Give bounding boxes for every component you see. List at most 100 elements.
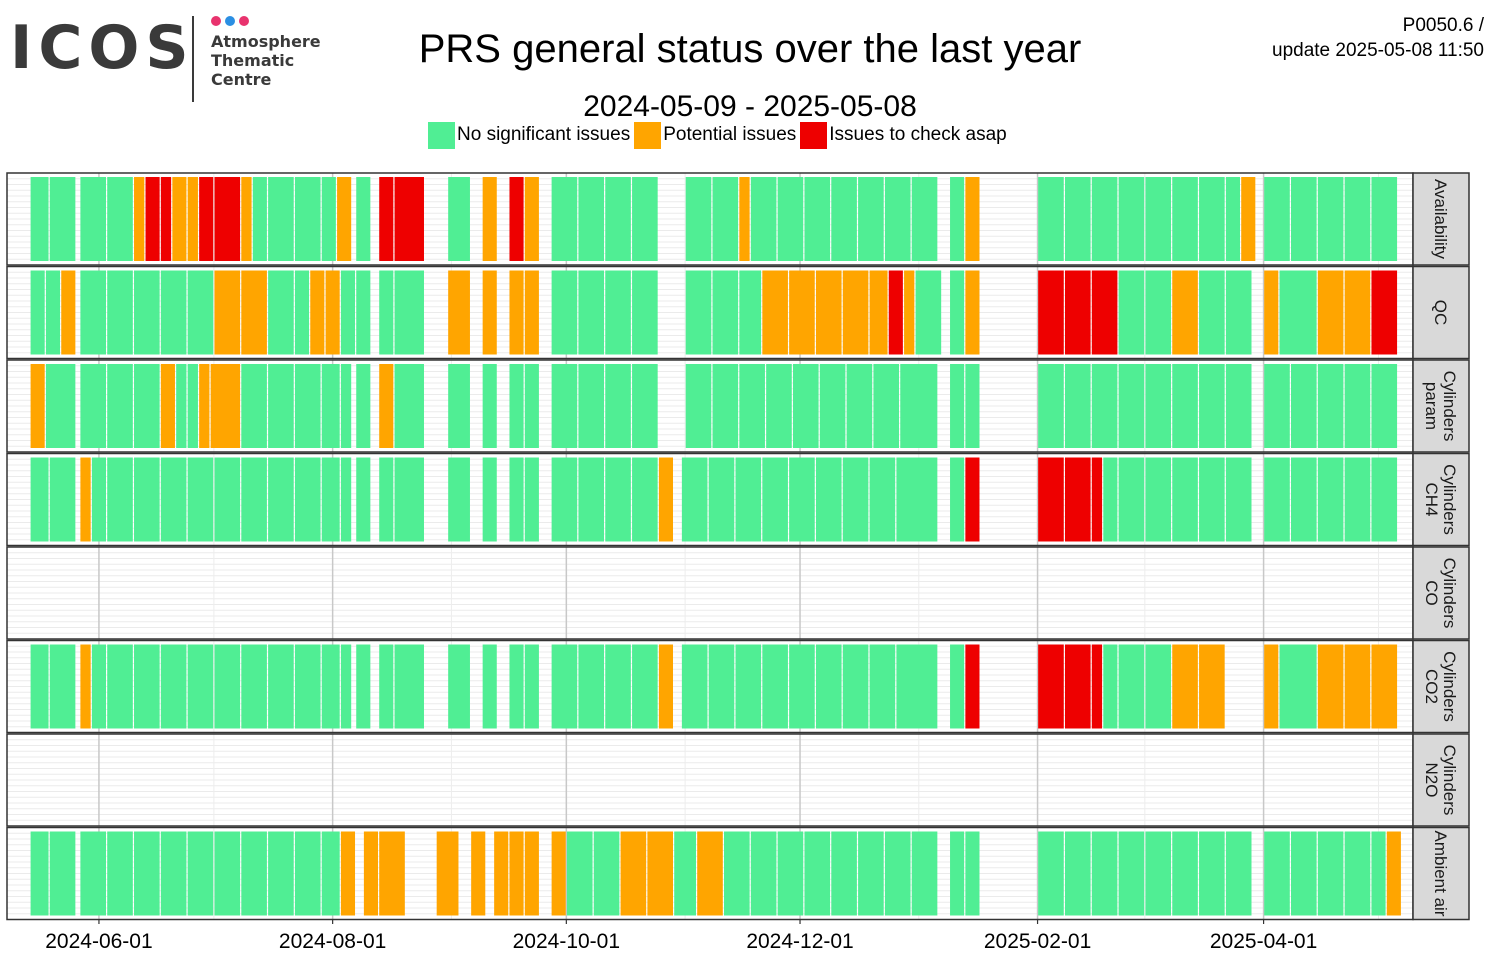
status-bar [482, 364, 497, 448]
status-bar [30, 644, 49, 729]
status-bar [965, 270, 980, 355]
status-bar [605, 270, 631, 355]
status-bar [172, 177, 187, 261]
status-bar [294, 270, 310, 355]
status-bar [394, 177, 424, 261]
status-bar [30, 364, 45, 448]
status-bar [321, 457, 340, 542]
status-bar [241, 177, 252, 261]
facet-strip [1412, 639, 1470, 734]
facet-label-line: Availability [1431, 179, 1450, 260]
status-bar [1371, 457, 1398, 542]
facet-label: Availability [1431, 179, 1450, 260]
logo-dot [211, 16, 221, 26]
status-bar [134, 364, 160, 448]
status-bar [1091, 364, 1118, 448]
status-bar [1264, 457, 1290, 542]
status-bar [1291, 177, 1317, 261]
status-bar [1317, 177, 1344, 261]
status-bar [294, 457, 321, 542]
status-bar [965, 457, 980, 542]
status-bar [448, 270, 470, 355]
status-bar [107, 270, 133, 355]
status-bar [1264, 831, 1290, 916]
status-bar [762, 644, 788, 729]
status-bar [340, 831, 356, 916]
status-bar [482, 177, 497, 261]
status-bar [842, 644, 869, 729]
status-bar [30, 831, 49, 916]
status-bar [632, 457, 658, 542]
status-bar [1317, 270, 1344, 355]
status-bar [551, 270, 578, 355]
status-bar [1371, 270, 1398, 355]
status-bar [80, 364, 107, 448]
status-bar [160, 270, 187, 355]
status-bar [91, 457, 107, 542]
status-bar [712, 270, 739, 355]
status-bar [1279, 644, 1317, 729]
status-bar [482, 644, 497, 729]
status-bar [268, 457, 294, 542]
status-bar [869, 644, 896, 729]
status-bar [777, 831, 804, 916]
status-bar [379, 177, 394, 261]
status-bar [1172, 457, 1198, 542]
status-bar [1344, 457, 1371, 542]
status-bar [681, 457, 708, 542]
status-bar [509, 644, 524, 729]
status-bar [605, 177, 631, 261]
status-bar [1145, 364, 1172, 448]
status-bar [509, 177, 524, 261]
status-bar [241, 831, 267, 916]
status-bar [134, 644, 160, 729]
logo-sub-line: Centre [211, 70, 272, 89]
status-bar [1064, 364, 1091, 448]
status-bar [869, 270, 888, 355]
status-bar [858, 177, 884, 261]
status-bar [379, 270, 394, 355]
status-bar [965, 644, 980, 729]
status-bar [80, 270, 107, 355]
status-bar [91, 644, 107, 729]
status-bar [950, 270, 965, 355]
status-bar [107, 831, 133, 916]
status-bar [321, 831, 340, 916]
status-bar [268, 364, 294, 448]
status-bar [950, 457, 965, 542]
status-bar [187, 364, 198, 448]
status-bar [448, 364, 470, 448]
logo-divider [192, 16, 194, 102]
status-bar [1279, 270, 1317, 355]
status-bar [708, 644, 735, 729]
status-bar [214, 644, 241, 729]
status-bar [551, 177, 578, 261]
status-bar [685, 364, 712, 448]
status-bar [1344, 644, 1371, 729]
status-bar [214, 270, 241, 355]
status-bar [965, 177, 980, 261]
status-bar [578, 364, 605, 448]
status-bar [252, 177, 267, 261]
status-bar [685, 270, 712, 355]
status-bar [524, 831, 539, 916]
status-bar [340, 644, 352, 729]
status-bar [494, 831, 509, 916]
status-bar [80, 644, 91, 729]
status-bar [49, 457, 76, 542]
status-bar [831, 831, 857, 916]
facet-strip [1412, 172, 1470, 266]
status-bar [1103, 644, 1118, 729]
station-code: P0050.6 / [1402, 15, 1484, 36]
status-bar [620, 831, 647, 916]
status-bar [134, 831, 160, 916]
status-bar [1118, 831, 1145, 916]
status-bar [551, 831, 566, 916]
status-bar [294, 831, 321, 916]
status-bar [482, 457, 497, 542]
status-bar [869, 457, 896, 542]
status-bar [379, 644, 394, 729]
status-bar [605, 364, 631, 448]
status-bar [340, 364, 352, 448]
status-bar [1038, 364, 1064, 448]
